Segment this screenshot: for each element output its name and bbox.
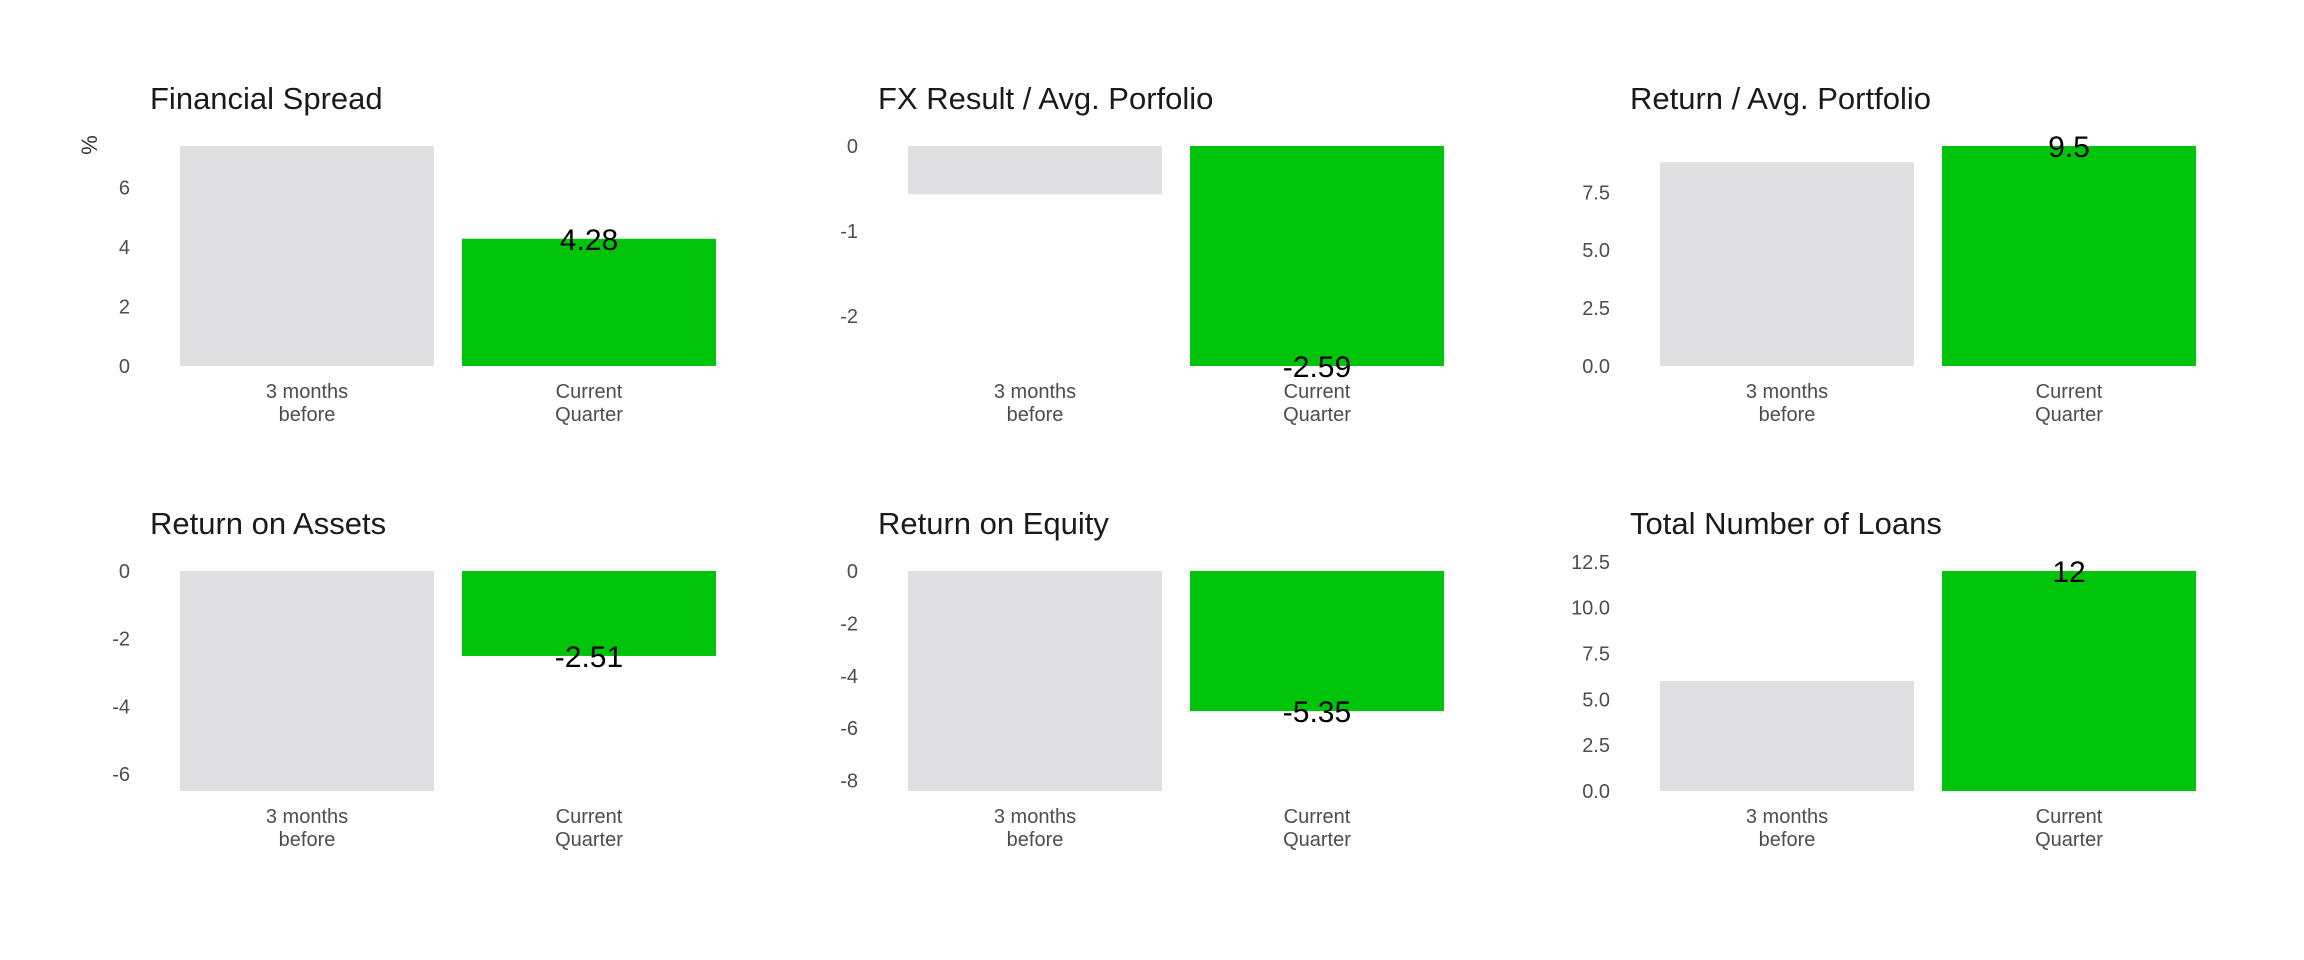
x-category-label: 3 months before [1746,806,1828,851]
x-category-label: Current Quarter [2035,806,2103,851]
y-tick-label: 2.5 [1582,735,1610,757]
data-label: 12 [2052,556,2085,589]
y-tick-label: -6 [112,764,130,786]
x-category-label: 3 months before [1746,381,1828,426]
bar-current-quarter [1942,571,2196,791]
bar-3-months-before [908,146,1162,195]
y-tick-label: 0 [119,356,130,378]
x-category-label: Current Quarter [555,806,623,851]
chart-panel-3: Return / Avg. Portfolio 0.0 2.5 5.0 7.5 3 mon… [1480,60,2200,460]
chart-title: FX Result / Avg. Porfolio [878,81,1213,116]
y-tick-label: -6 [840,718,858,740]
y-tick-label: -2 [840,613,858,635]
data-label: -2.51 [555,641,623,674]
bar-current-quarter [1190,146,1444,366]
chart-title: Return / Avg. Portfolio [1630,81,1931,116]
bar-3-months-before [1660,681,1914,791]
chart-panel-1: Financial Spread% 0 2 4 6 3 months before 4.28 C… [0,60,720,460]
x-category-label: 3 months before [266,806,348,851]
y-tick-label: -4 [112,696,130,718]
data-label: 9.5 [2048,131,2090,164]
bar-current-quarter [1942,146,2196,366]
data-label: -5.35 [1283,696,1351,729]
y-tick-label: 10.0 [1571,598,1610,620]
chart-svg-5: Return on Equity 0 -2 -4 -6 -8 3 months before -… [840,506,1444,851]
chart-panel-5: Return on Equity 0 -2 -4 -6 -8 3 months before -… [728,485,1448,885]
chart-svg-2: FX Result / Avg. Porfolio 0 -1 -2 3 months be… [840,81,1444,426]
y-tick-label: 4 [119,237,130,259]
chart-svg-6: Total Number of Loans 0.0 2.5 5.0 7.5 10.0 12.… [1571,506,2196,851]
data-label: 4.28 [560,224,618,257]
y-tick-label: 7.5 [1582,182,1610,204]
y-tick-label: 6 [119,178,130,200]
y-axis-unit-label: % [77,135,102,155]
y-tick-label: 2 [119,297,130,319]
y-tick-label: -8 [840,771,858,793]
bar-current-quarter [1190,571,1444,712]
bar-3-months-before [908,571,1162,791]
y-tick-label: 2.5 [1582,298,1610,320]
y-tick-label: 5.0 [1582,240,1610,262]
x-category-label: Current Quarter [1283,806,1351,851]
y-tick-label: -2 [112,629,130,651]
y-tick-label: 0 [119,561,130,583]
chart-panel-2: FX Result / Avg. Porfolio 0 -1 -2 3 months be… [728,60,1448,460]
bar-current-quarter [462,571,716,656]
chart-svg-1: Financial Spread% 0 2 4 6 3 months before 4.28 C… [77,81,716,426]
x-category-label: Current Quarter [1283,381,1351,426]
chart-title: Return on Assets [150,506,386,541]
chart-title: Total Number of Loans [1630,506,1942,541]
x-category-label: 3 months before [994,806,1076,851]
chart-title: Financial Spread [150,81,383,116]
chart-panel-4: Return on Assets 0 -2 -4 -6 3 months before -2.… [0,485,720,885]
chart-svg-3: Return / Avg. Portfolio 0.0 2.5 5.0 7.5 3 mon… [1582,81,2196,426]
x-category-label: Current Quarter [555,381,623,426]
x-category-label: 3 months before [266,381,348,426]
bar-3-months-before [1660,162,1914,366]
y-tick-label: 0.0 [1582,356,1610,378]
y-tick-label: -2 [840,306,858,328]
chart-panel-6: Total Number of Loans 0.0 2.5 5.0 7.5 10.0 12.… [1480,485,2200,885]
y-tick-label: -1 [840,221,858,243]
bar-3-months-before [180,146,434,366]
y-tick-label: 7.5 [1582,644,1610,666]
data-label: -2.59 [1283,351,1351,384]
y-tick-label: 0 [847,136,858,158]
x-category-label: Current Quarter [2035,381,2103,426]
x-category-label: 3 months before [994,381,1076,426]
y-tick-label: 12.5 [1571,552,1610,574]
y-tick-label: -4 [840,666,858,688]
chart-svg-4: Return on Assets 0 -2 -4 -6 3 months before -2.… [112,506,716,851]
y-tick-label: 0 [847,561,858,583]
y-tick-label: 5.0 [1582,689,1610,711]
y-tick-label: 0.0 [1582,781,1610,803]
chart-title: Return on Equity [878,506,1109,541]
bar-current-quarter [462,238,716,366]
bar-3-months-before [180,571,434,791]
